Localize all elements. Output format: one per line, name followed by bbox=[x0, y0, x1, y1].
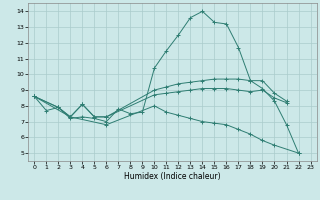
X-axis label: Humidex (Indice chaleur): Humidex (Indice chaleur) bbox=[124, 172, 221, 181]
